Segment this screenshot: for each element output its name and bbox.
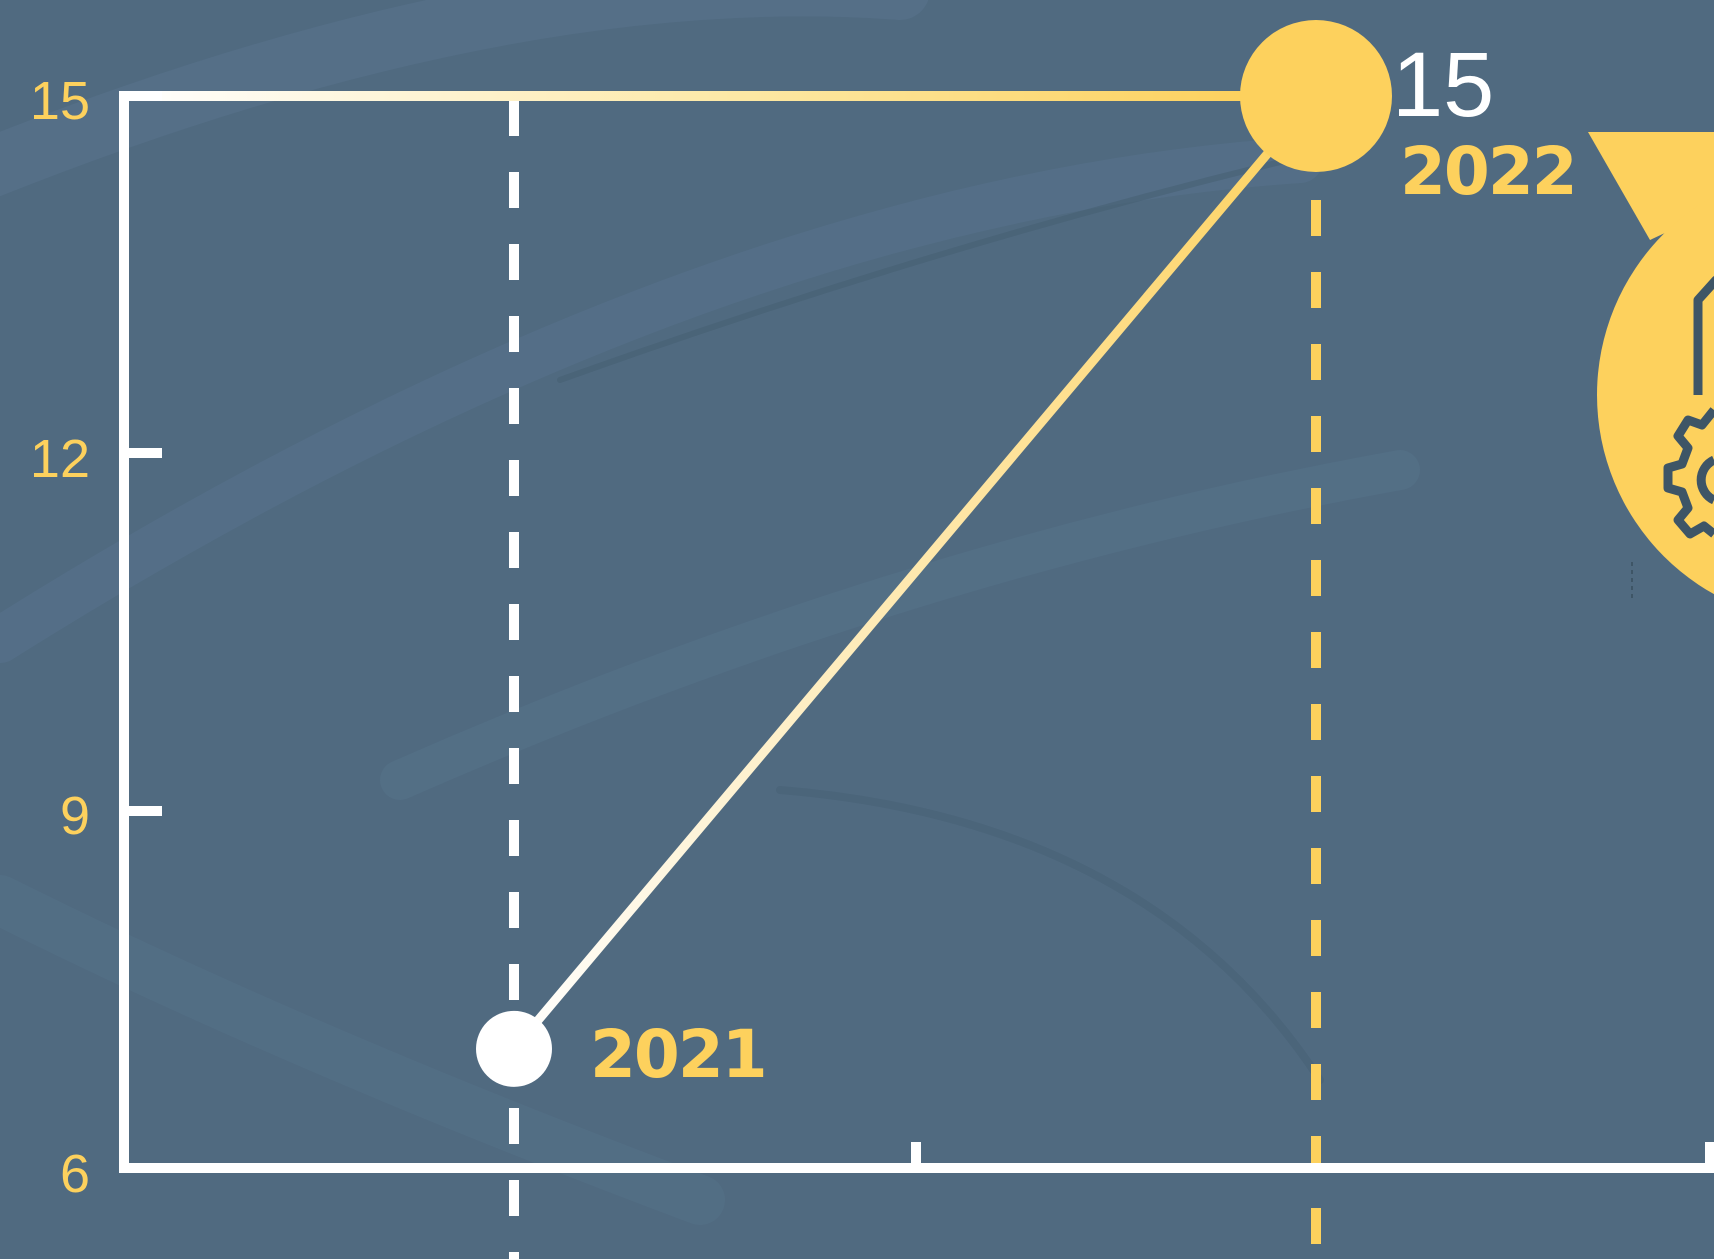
point-value-label: 15 xyxy=(1392,34,1494,136)
data-point-2021 xyxy=(476,1010,552,1087)
y-tick-label-9: 9 xyxy=(60,786,90,846)
data-point-2022 xyxy=(1240,20,1392,172)
point-label-2021: 2021 xyxy=(590,1016,766,1093)
gear-document-icon xyxy=(1663,275,1714,539)
point-label-2022: 2022 xyxy=(1400,133,1576,210)
y-tick-label-6: 6 xyxy=(60,1144,90,1204)
y-tick-label-12: 12 xyxy=(30,429,90,489)
series-line xyxy=(509,91,1321,1054)
badge xyxy=(1588,132,1714,602)
y-tick-label-15: 15 xyxy=(30,71,90,131)
